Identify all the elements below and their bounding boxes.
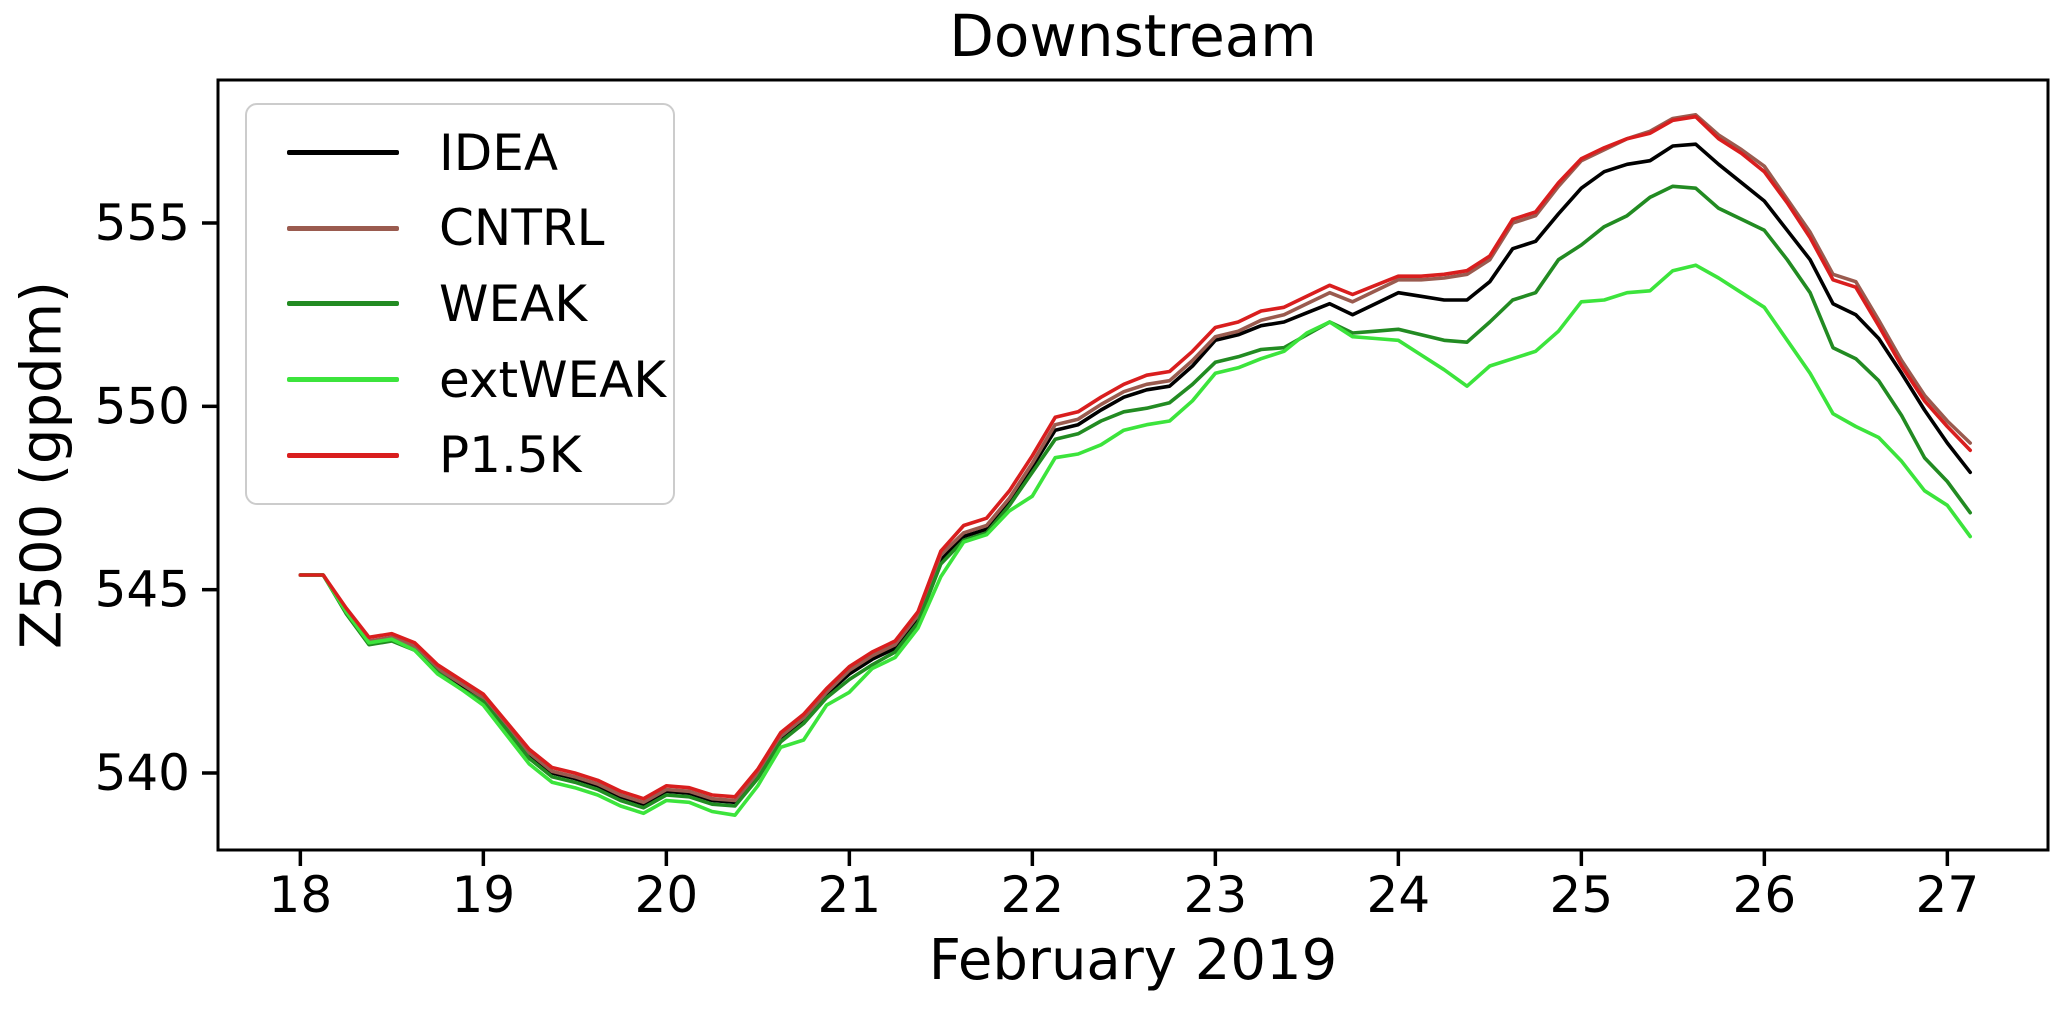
x-tick-label: 25 (1550, 866, 1614, 924)
y-axis-label: Z500 (gpdm) (9, 281, 75, 649)
x-tick-label: 20 (635, 866, 699, 924)
cntrl-line-swatch (287, 225, 399, 231)
p15k-line-swatch (287, 452, 399, 458)
y-tick-label: 550 (95, 377, 190, 435)
legend-item-label: IDEA (439, 123, 559, 182)
axes-spines (216, 78, 2050, 852)
legend-item-label: WEAK (439, 274, 588, 333)
legend-item-label: extWEAK (439, 350, 667, 409)
x-axis-label: February 2019 (928, 928, 1338, 993)
legend-item-label: CNTRL (439, 199, 605, 258)
legend-item-label: P1.5K (439, 426, 582, 485)
y-tick-label: 545 (95, 561, 190, 619)
legend-item-extweak: extWEAK (287, 344, 673, 416)
legend-item-p15k: P1.5K (287, 419, 673, 491)
x-tick-label: 19 (452, 866, 516, 924)
x-tick-label: 24 (1367, 866, 1431, 924)
legend: IDEA CNTRL WEAK extWEAK P1.5K (245, 103, 675, 505)
x-tick-label: 27 (1916, 866, 1980, 924)
x-tick-label: 22 (1001, 866, 1065, 924)
y-tick-label: 555 (95, 194, 190, 252)
x-tick-label: 18 (269, 866, 333, 924)
extweak-line-swatch (287, 377, 399, 383)
x-tick-label: 23 (1184, 866, 1248, 924)
x-tick-label: 26 (1733, 866, 1797, 924)
series-line-WEAK (298, 184, 1972, 810)
x-tick-label: 21 (818, 866, 882, 924)
chart-title: Downstream (949, 2, 1317, 70)
legend-item-idea: IDEA (287, 117, 673, 189)
idea-line-swatch (287, 150, 399, 156)
legend-item-weak: WEAK (287, 268, 673, 340)
legend-item-cntrl: CNTRL (287, 192, 673, 264)
series-line-P1.5K (298, 114, 1972, 801)
series-line-CNTRL (298, 113, 1972, 805)
y-tick-label: 540 (95, 744, 190, 802)
weak-line-swatch (287, 301, 399, 307)
series-line-extWEAK (298, 263, 1972, 818)
